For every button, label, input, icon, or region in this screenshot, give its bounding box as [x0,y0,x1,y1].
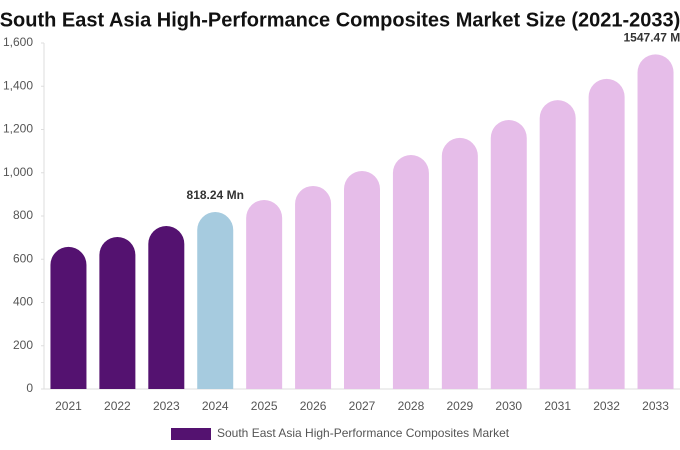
x-tick-label: 2033 [642,399,669,413]
y-tick-label: 1,200 [3,122,33,136]
bar [392,155,429,389]
y-tick-label: 0 [26,381,33,395]
bar [637,54,674,389]
x-tick-label: 2023 [153,399,180,413]
value-label: 818.24 Mn [187,188,244,202]
legend-swatch [171,428,211,440]
y-tick-label: 1,400 [3,78,33,92]
x-tick-label: 2028 [398,399,425,413]
y-tick-label: 200 [13,338,33,352]
bar [490,119,527,390]
bar [295,185,332,389]
bar [246,199,283,389]
y-tick-label: 400 [13,295,33,309]
y-tick-label: 1,600 [3,35,33,49]
y-tick-label: 1,000 [3,165,33,179]
x-tick-label: 2024 [202,399,229,413]
x-tick-label: 2032 [593,399,620,413]
x-tick-label: 2031 [544,399,571,413]
x-tick-label: 2027 [349,399,376,413]
bar [344,171,380,389]
x-tick-label: 2022 [104,399,131,413]
bar [148,225,185,389]
chart-title: South East Asia High-Performance Composi… [0,9,680,31]
x-tick-label: 2025 [251,399,278,413]
bar [50,246,87,389]
y-tick-label: 600 [13,251,33,265]
x-tick-label: 2030 [495,399,522,413]
bar [588,78,625,390]
legend-label: South East Asia High-Performance Composi… [217,426,510,440]
x-tick-label: 2021 [55,399,82,413]
bar [539,100,576,389]
value-label: 1547.47 Mn [624,31,680,45]
bar [197,212,234,389]
x-tick-label: 2029 [446,399,473,413]
y-tick-label: 800 [13,208,33,222]
bar [99,236,136,389]
bar [441,137,478,389]
x-tick-label: 2026 [300,399,327,413]
